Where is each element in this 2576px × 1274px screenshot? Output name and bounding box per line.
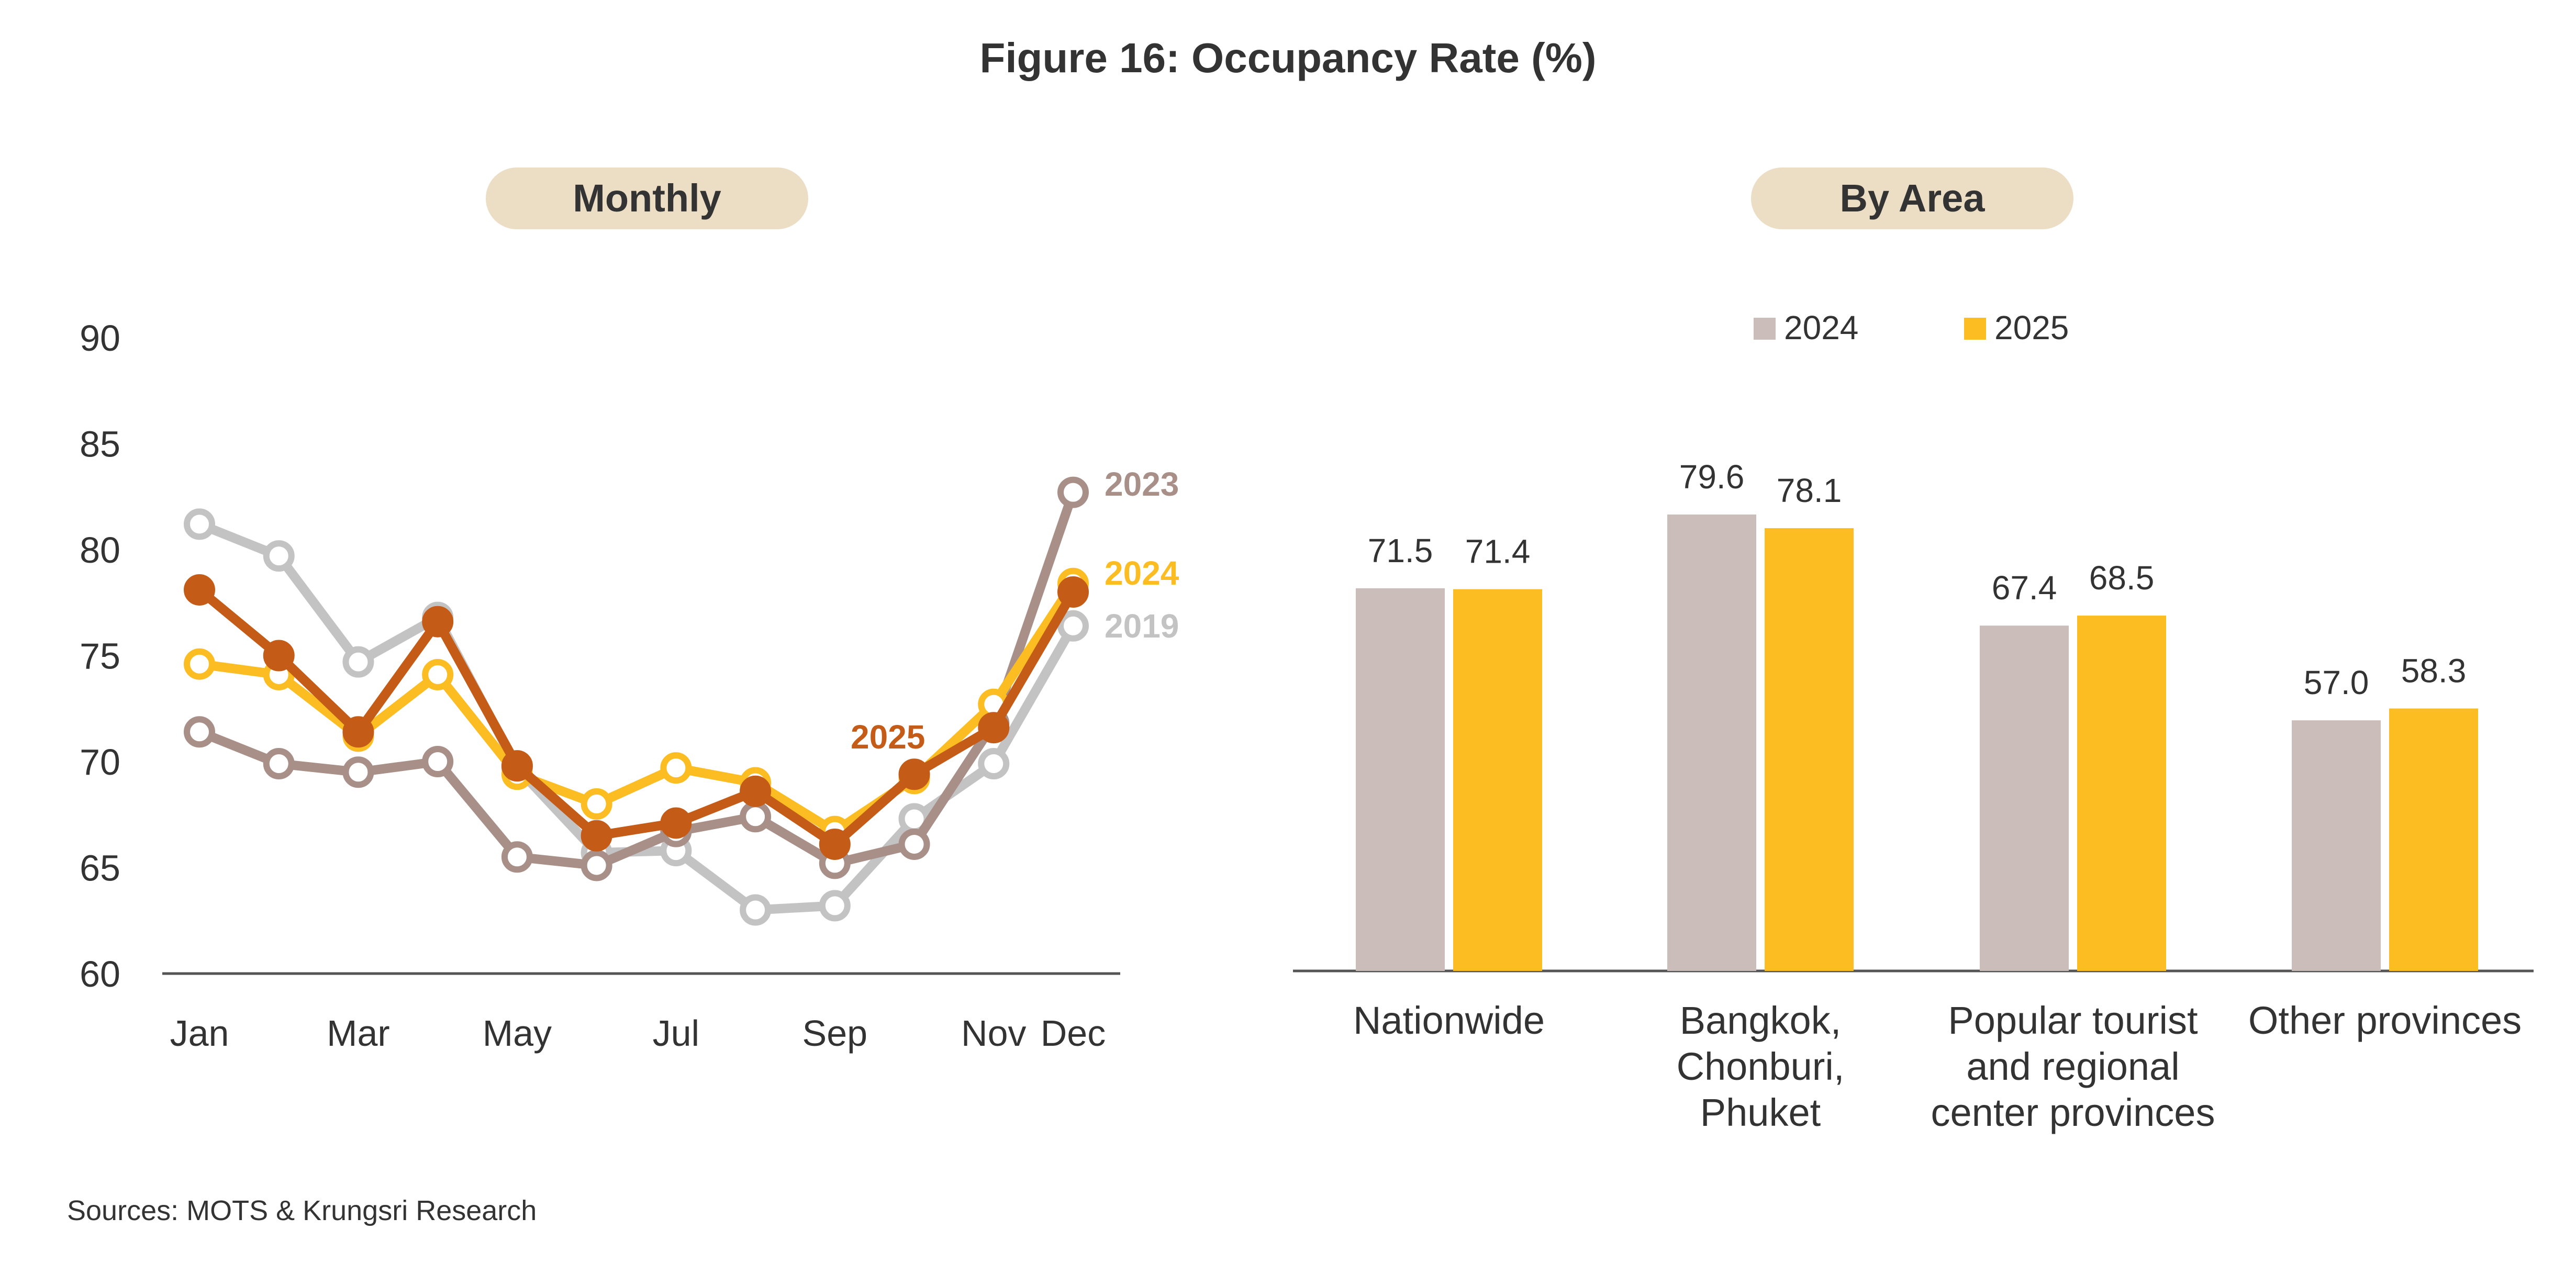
category-label: Chonburi, <box>1677 1045 1845 1088</box>
x-tick-label: May <box>483 1013 552 1054</box>
point-2019 <box>263 540 295 572</box>
legend-swatch-2025 <box>1964 318 1986 340</box>
point-2025 <box>819 828 851 860</box>
x-tick-label: Dec <box>1041 1013 1106 1054</box>
point-2025 <box>660 807 692 839</box>
by-area-bar-chart: 71.5 71.4 Nationwide 79.6 78.1 Bangkok,Chonbu… <box>1293 309 2534 1134</box>
category-label: center provinces <box>1931 1091 2215 1134</box>
point-2025 <box>898 758 930 790</box>
bar-value-label: 68.5 <box>2089 559 2155 597</box>
point-2023 <box>898 828 930 860</box>
point-2024 <box>422 658 454 690</box>
by-area-panel-title: By Area <box>1751 167 2073 229</box>
point-2023 <box>1057 476 1089 508</box>
bar-value-label: 67.4 <box>1992 569 2057 607</box>
legend-label-2024: 2024 <box>1784 309 1858 347</box>
bar-value-label: 71.5 <box>1368 532 1433 569</box>
bar-2024 <box>1356 588 1445 971</box>
point-2025 <box>263 640 295 672</box>
legend-label-2025: 2025 <box>1994 309 2069 347</box>
point-2023 <box>422 746 454 777</box>
series-label-2024: 2024 <box>1105 554 1179 592</box>
point-2024 <box>184 648 215 680</box>
point-2024 <box>660 752 692 784</box>
category-label: Popular tourist <box>1948 999 2198 1042</box>
point-2025 <box>740 775 772 807</box>
point-2025 <box>422 606 454 638</box>
bar-2024 <box>1980 625 2069 971</box>
source-note: Sources: MOTS & Krungsri Research <box>67 1195 537 1226</box>
bar-2025 <box>2077 616 2166 971</box>
category-label: Nationwide <box>1353 999 1545 1042</box>
monthly-panel-title: Monthly <box>486 167 808 229</box>
point-2019 <box>819 890 851 922</box>
monthly-line-chart: 60 65 70 75 80 85 90 Jan Mar May Jul Sep Nov Dec 2019 2… <box>80 318 1179 1054</box>
bar-value-label: 78.1 <box>1777 472 1842 509</box>
point-2025 <box>501 750 533 782</box>
y-tick-label: 70 <box>80 742 120 783</box>
bar-value-label: 79.6 <box>1679 458 1745 496</box>
x-tick-label: Mar <box>327 1013 390 1054</box>
bar-2025 <box>1765 528 1854 971</box>
point-2025 <box>581 820 612 852</box>
series-line-2023 <box>195 487 1078 870</box>
bar-2024 <box>2292 720 2381 971</box>
y-tick-label: 60 <box>80 954 120 994</box>
figure-title: Figure 16: Occupancy Rate (%) <box>979 35 1597 81</box>
x-tick-label: Jan <box>170 1013 229 1054</box>
y-tick-label: 75 <box>80 636 120 677</box>
y-tick-label: 90 <box>80 318 120 359</box>
series-label-2023: 2023 <box>1105 465 1179 503</box>
series-label-2019: 2019 <box>1105 607 1179 645</box>
bar-value-label: 57.0 <box>2304 664 2369 701</box>
bar-2024 <box>1667 514 1756 971</box>
bar-2025 <box>2389 708 2478 971</box>
x-tick-label: Sep <box>802 1013 868 1054</box>
bar-2025 <box>1453 589 1542 971</box>
y-tick-label: 65 <box>80 848 120 889</box>
bar-value-label: 71.4 <box>1465 533 1531 571</box>
y-tick-label: 80 <box>80 530 120 571</box>
point-2019 <box>342 646 374 678</box>
y-tick-label: 85 <box>80 424 120 465</box>
point-2023 <box>342 756 374 788</box>
point-2023 <box>263 748 295 780</box>
point-2019 <box>184 508 215 540</box>
legend-swatch-2024 <box>1754 318 1776 340</box>
category-label: and regional <box>1966 1045 2179 1088</box>
point-2025 <box>342 716 374 748</box>
x-tick-label: Nov <box>961 1013 1026 1054</box>
point-2019 <box>978 748 1010 780</box>
bar-value-label: 58.3 <box>2401 652 2467 690</box>
point-2024 <box>581 788 612 820</box>
point-2025 <box>184 574 215 606</box>
point-2025 <box>1057 576 1089 608</box>
point-2023 <box>184 716 215 748</box>
point-2019 <box>1057 610 1089 642</box>
point-2023 <box>740 801 772 833</box>
series-label-2025: 2025 <box>851 718 925 756</box>
category-label: Phuket <box>1700 1091 1821 1134</box>
point-2019 <box>740 894 772 926</box>
x-tick-label: Jul <box>653 1013 699 1054</box>
category-label: Other provinces <box>2248 999 2522 1042</box>
category-label: Bangkok, <box>1680 999 1842 1042</box>
point-2023 <box>501 841 533 873</box>
point-2023 <box>581 850 612 881</box>
point-2025 <box>978 712 1010 744</box>
